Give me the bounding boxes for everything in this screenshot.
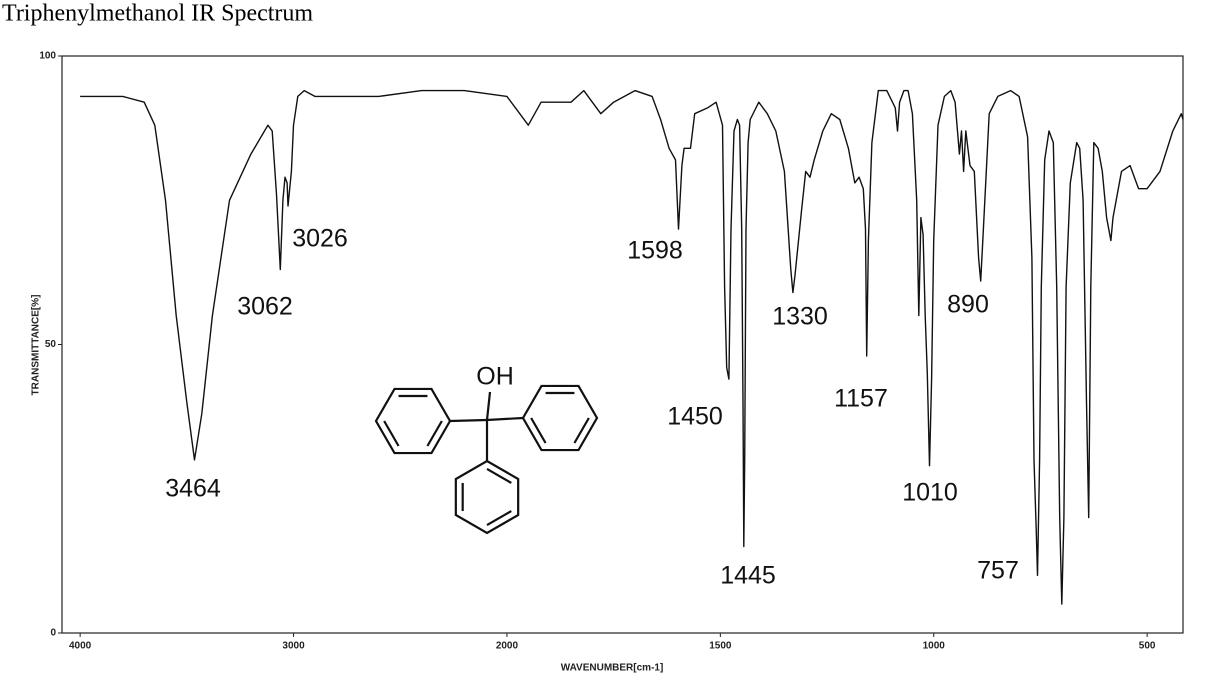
chart-title: Triphenylmethanol IR Spectrum (2, 1, 313, 27)
x-tick-label: 4000 (69, 641, 92, 652)
x-tick-label: 500 (1139, 641, 1156, 652)
peak-label: 1157 (834, 385, 888, 413)
peak-label: 1450 (667, 403, 723, 431)
double-bond (573, 417, 590, 444)
x-tick-label: 3000 (282, 641, 305, 652)
y-axis-label: TRANSMITTANCE[%] (31, 295, 42, 396)
x-tick-label: 2000 (496, 641, 519, 652)
peak-label: 3026 (292, 225, 348, 253)
peak-label: 1445 (720, 562, 776, 590)
benzene-ring (521, 384, 599, 452)
y-tick-label: 100 (39, 51, 56, 62)
bond (486, 416, 524, 422)
double-bond (383, 420, 400, 447)
peak-label: 1330 (772, 303, 828, 331)
structure-label: OH (476, 363, 514, 391)
peak-label: 3062 (237, 293, 293, 321)
y-tick-label: 50 (45, 339, 57, 350)
y-tick-label: 0 (50, 628, 56, 639)
x-tick-label: 1000 (923, 641, 946, 652)
double-bond (486, 510, 512, 527)
spectrum-line (80, 89, 1184, 605)
peak-label: 757 (977, 557, 1019, 585)
peak-label: 890 (947, 291, 989, 319)
benzene-ring (454, 459, 520, 535)
bond (485, 391, 492, 421)
peak-label: 3464 (165, 475, 221, 503)
x-tick-label: 1500 (709, 641, 732, 652)
peak-label: 1010 (902, 479, 958, 507)
bond (449, 418, 488, 423)
structure (374, 384, 599, 535)
plot-frame (61, 55, 1184, 634)
double-bond (530, 417, 547, 444)
double-bond (486, 467, 512, 484)
benzene-ring (374, 387, 452, 455)
double-bond (426, 420, 443, 447)
peak-label: 1598 (627, 237, 683, 265)
x-axis-label: WAVENUMBER[cm-1] (561, 663, 664, 674)
